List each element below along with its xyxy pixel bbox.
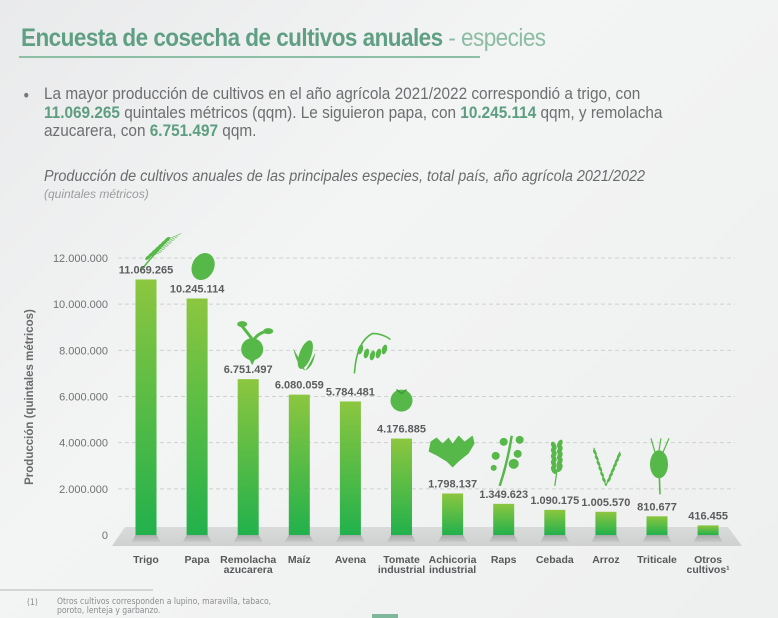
bars <box>131 279 723 542</box>
data-label: 11.069.265 <box>119 264 173 276</box>
data-label: 1.090.175 <box>530 495 579 507</box>
bar-shadow <box>540 535 570 542</box>
bar-raps <box>493 503 515 535</box>
x-tick-label: Papa <box>185 554 210 566</box>
x-tick-label: Cebada <box>536 554 574 566</box>
data-label: 6.080.059 <box>275 380 324 392</box>
y-axis-ticks: 0 2.000.000 4.000.000 6.000.000 8.000.000 10.… <box>53 253 108 542</box>
page-indicator <box>372 614 398 618</box>
x-tick-label: Maíz <box>288 554 311 566</box>
bar-shadow <box>284 535 314 542</box>
y-axis-label: Producción (quintales métricos) <box>24 309 36 485</box>
bar-shadow <box>642 535 672 542</box>
bar-tomate-industrial <box>391 438 412 535</box>
title-main: Encuesta de cosecha de cultivos anuales <box>21 24 443 52</box>
title-subtitle: especies <box>461 24 546 52</box>
data-label: 416.455 <box>688 510 728 522</box>
y-tick-label: 2.000.000 <box>59 484 108 496</box>
y-tick-label: 12.000.000 <box>53 253 108 265</box>
y-tick-label: 8.000.000 <box>59 345 108 357</box>
bar-shadow <box>182 535 212 542</box>
chart-title: Producción de cultivos anuales de las pr… <box>44 168 646 185</box>
x-tick-label: Remolacha azucarera <box>220 554 276 576</box>
bar-maíz <box>288 394 310 535</box>
summary-paragraph: La mayor producción de cultivos en el añ… <box>44 85 676 141</box>
bar-triticale <box>646 516 668 535</box>
tomato-icon <box>390 388 413 412</box>
x-tick-label: Avena <box>335 554 366 566</box>
rice-icon <box>592 447 621 487</box>
bar-trigo <box>135 279 157 535</box>
bar-cebada <box>544 509 566 535</box>
bar-shadow <box>233 535 263 542</box>
data-label: 810.677 <box>637 501 677 513</box>
summary-text-4: qqm. <box>218 122 257 140</box>
barley-icon <box>550 439 563 486</box>
footnote-divider <box>0 589 153 591</box>
x-axis-labels: Trigo Papa Remolacha azucarera Maíz Avena Toma… <box>133 554 730 576</box>
x-tick-label: Tomate industrial <box>378 554 425 576</box>
y-tick-label: 0 <box>102 530 108 542</box>
x-tick-label: Trigo <box>133 554 159 566</box>
potato-icon <box>191 252 215 281</box>
bar-shadow <box>489 535 519 542</box>
y-tick-label: 4.000.000 <box>59 438 108 450</box>
bar-papa <box>186 298 208 535</box>
triticale-icon <box>650 438 670 495</box>
x-tick-label: Achicoria industrial <box>429 554 477 576</box>
wheat-icon <box>139 233 182 272</box>
data-label: 5.784.481 <box>326 386 375 398</box>
x-tick-label: Arroz <box>592 554 619 566</box>
footnote-marker: (1) <box>27 598 38 608</box>
data-label: 6.751.497 <box>224 364 273 376</box>
bar-remolacha-azucarera <box>237 379 259 535</box>
bar-shadow <box>335 535 365 542</box>
bar-shadow <box>131 535 161 542</box>
x-tick-label: Otros cultivos¹ <box>687 554 731 576</box>
x-tick-label: Raps <box>491 554 517 566</box>
bar-shadow <box>438 535 468 542</box>
data-label: 1.349.623 <box>479 489 528 501</box>
bar-shadow <box>591 535 621 542</box>
y-tick-label: 10.000.000 <box>53 299 108 311</box>
summary-value-remolacha: 6.751.497 <box>149 122 219 140</box>
summary-text-2: quintales métricos (qqm). Le siguieron p… <box>119 103 461 122</box>
rapeseed-icon <box>490 435 524 487</box>
y-tick-label: 6.000.000 <box>59 392 108 404</box>
x-tick-label: Triticale <box>637 554 677 566</box>
footnote-text: Otros cultivos corresponden a lupino, ma… <box>57 597 272 616</box>
bar-achicoria-industrial <box>442 493 464 535</box>
crop-icons <box>139 233 670 495</box>
data-label: 1.005.570 <box>581 497 630 509</box>
corn-icon <box>293 340 316 371</box>
title-underline <box>19 56 480 58</box>
gridlines <box>118 257 735 490</box>
bar-arroz <box>595 511 617 535</box>
data-label: 1.798.137 <box>428 478 477 490</box>
chicory-icon <box>428 435 475 468</box>
title-separator: - <box>442 24 462 52</box>
bar-shadow <box>693 535 723 542</box>
bar-otros-cultivos- <box>697 525 719 535</box>
chart-subtitle: (quintales métricos) <box>44 187 149 201</box>
summary-text-1: La mayor producción de cultivos en el añ… <box>44 85 641 103</box>
bar-avena <box>339 401 361 535</box>
page-title: Encuesta de cosecha de cultivos anuales … <box>21 24 546 53</box>
data-labels: 11.069.265 10.245.114 6.751.4976.080.0595.… <box>119 264 728 522</box>
data-label: 4.176.885 <box>377 424 426 436</box>
chart-base-platform <box>112 527 742 546</box>
summary-value-trigo: 11.069.265 <box>44 103 120 122</box>
summary-text-3: qqm, y remolacha azucarera, con <box>44 103 663 141</box>
beet-icon <box>237 321 274 366</box>
summary-value-papa: 10.245.114 <box>460 103 537 122</box>
oat-icon <box>353 332 391 374</box>
data-label: 10.245.114 <box>170 284 225 296</box>
bullet-icon: • <box>22 86 31 105</box>
bar-shadow <box>387 535 416 542</box>
